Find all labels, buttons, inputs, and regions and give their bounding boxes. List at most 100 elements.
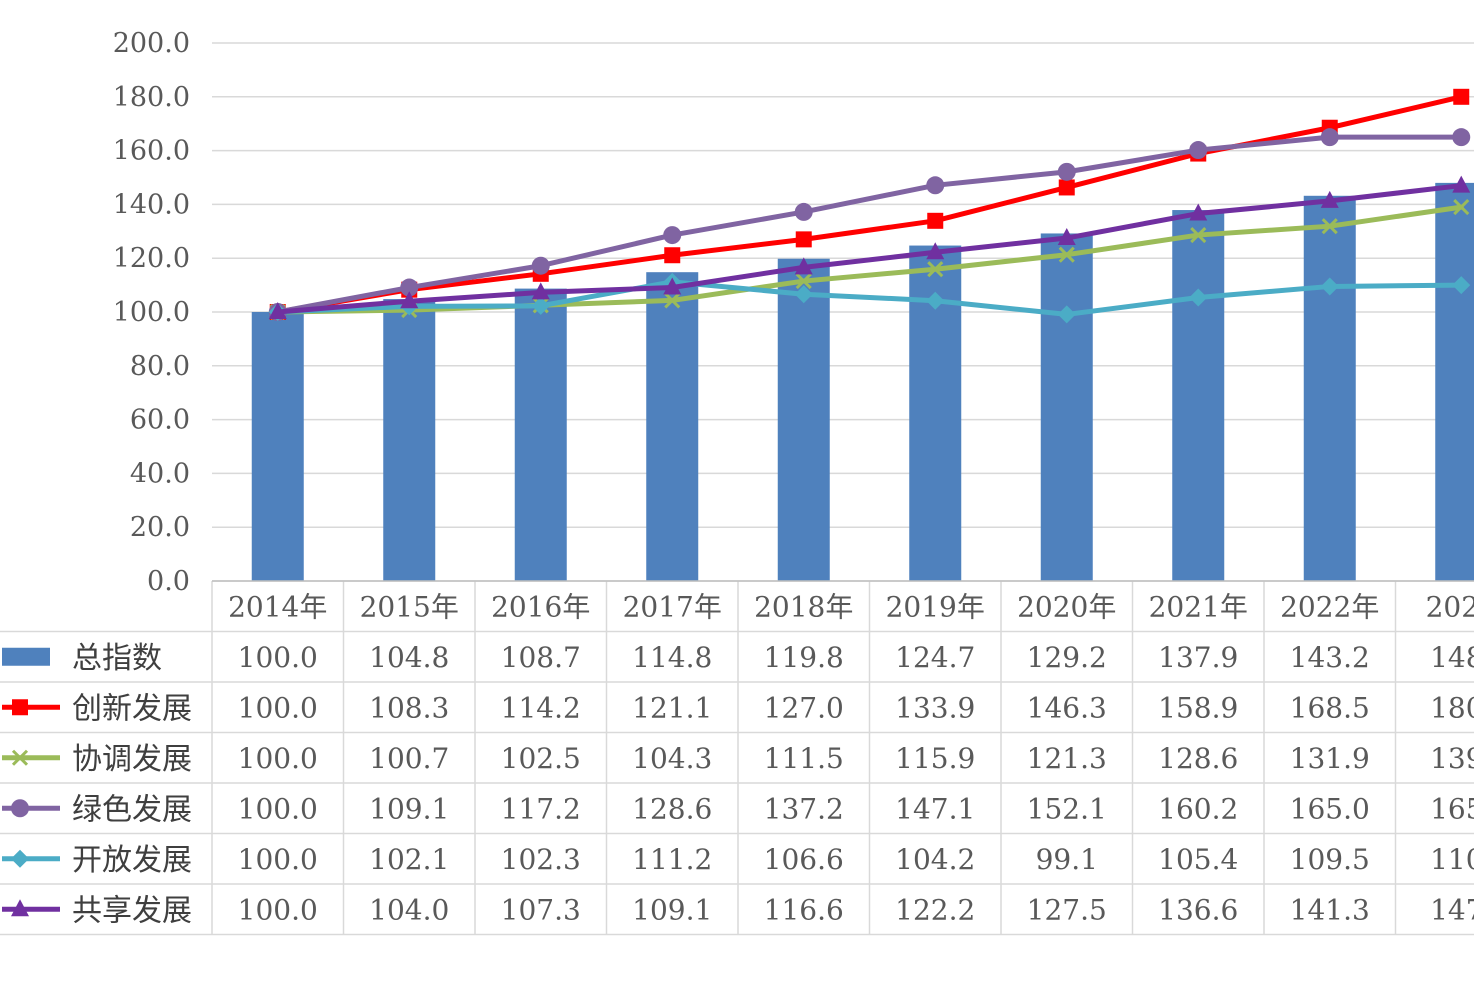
x-category-label: 2018年 — [754, 590, 853, 623]
table-cell-value: 100.0 — [238, 893, 318, 926]
legend-key-marker — [11, 749, 29, 766]
line-series-1 — [275, 94, 1464, 315]
bar-zongzhishu-1 — [383, 299, 436, 581]
marker-series-5-3 — [663, 277, 682, 295]
marker-series-1-9 — [1453, 88, 1470, 105]
table-cell-value: 117.2 — [501, 792, 581, 825]
y-tick-label: 0.0 — [147, 566, 190, 597]
marker-series-5-4 — [794, 257, 813, 275]
marker-series-3-6 — [1057, 162, 1076, 181]
table-cell-value: 104.3 — [632, 742, 712, 775]
table-cell-value: 109.1 — [632, 893, 712, 926]
y-tick-label: 200.0 — [113, 28, 190, 59]
table-cell-value: 141.3 — [1290, 893, 1370, 926]
legend-key-marker — [11, 849, 29, 868]
marker-series-4-9 — [1452, 276, 1471, 295]
data-table: 2014年 2015年 2016年 2017年 2018年 2019年 2020年 2021年… — [0, 580, 1474, 936]
table-cell-value: 137.2 — [764, 792, 844, 825]
x-category-label: 2022年 — [1280, 590, 1379, 623]
table-cell-value: 136.6 — [1158, 893, 1238, 926]
line-series-4 — [275, 279, 1464, 317]
table-cell-value: 128.6 — [1158, 742, 1238, 775]
table-cell-value: 100.0 — [238, 843, 318, 876]
table-cell-value: 108.7 — [501, 641, 581, 674]
table-cell-value: 100.7 — [369, 742, 449, 775]
table-cell-value: 109.5 — [1290, 843, 1370, 876]
series-name-label: 开放发展 — [72, 843, 192, 878]
table-cell-value: 99.1 — [1036, 843, 1098, 876]
legend-key-marker — [11, 899, 29, 917]
x-category-label: 2023 — [1426, 590, 1474, 623]
table-cell-value: 128.6 — [632, 792, 712, 825]
marker-series-5-6 — [1057, 228, 1076, 246]
table-cell-value: 121.3 — [1027, 742, 1107, 775]
x-category-label: 2016年 — [491, 590, 590, 623]
table-cell-value: 115.9 — [895, 742, 975, 775]
table-cell-value: 100.0 — [238, 691, 318, 724]
table-cell-value: 152.1 — [1027, 792, 1107, 825]
table-cell-value: 165. — [1430, 792, 1474, 825]
table-cell-value: 107.3 — [501, 893, 581, 926]
marker-series-1-5 — [927, 212, 944, 229]
marker-series-2-5 — [927, 261, 944, 278]
marker-series-3-5 — [926, 176, 945, 195]
table-cell-value: 104.8 — [369, 641, 449, 674]
marker-series-3-8 — [1320, 128, 1339, 147]
table-cell-value: 129.2 — [1027, 641, 1107, 674]
marker-series-3-4 — [794, 202, 813, 221]
marker-series-2-7 — [1190, 227, 1207, 244]
marker-series-2-6 — [1058, 246, 1075, 263]
line-series-3 — [275, 134, 1464, 315]
marker-series-2-4 — [795, 273, 812, 290]
marker-series-5-8 — [1320, 190, 1339, 208]
marker-series-1-6 — [1058, 179, 1075, 196]
table-cell-value: 102.1 — [369, 843, 449, 876]
table-cell-value: 106.6 — [764, 843, 844, 876]
marker-series-5-5 — [926, 242, 945, 260]
table-cell-value: 165.0 — [1290, 792, 1370, 825]
table-cell-value: 111.5 — [764, 742, 844, 775]
y-tick-label: 60.0 — [130, 405, 190, 436]
bar-zongzhishu-8 — [1303, 195, 1356, 582]
table-cell-value: 147. — [1430, 893, 1474, 926]
marker-series-4-7 — [1189, 288, 1208, 307]
bar-zongzhishu-3 — [646, 272, 699, 581]
series-name-label: 总指数 — [72, 641, 162, 676]
marker-series-4-2 — [531, 296, 550, 315]
bar-series — [251, 182, 1474, 582]
legend-key-marker — [11, 799, 29, 818]
y-tick-label: 120.0 — [113, 243, 190, 274]
table-cell-value: 147.1 — [895, 792, 975, 825]
table-cell-value: 127.5 — [1027, 893, 1107, 926]
y-tick-label: 140.0 — [113, 189, 190, 220]
table-cell-value: 160.2 — [1158, 792, 1238, 825]
table-cell-value: 114.2 — [501, 691, 581, 724]
marker-series-4-6 — [1057, 305, 1076, 324]
table-cell-value: 121.1 — [632, 691, 712, 724]
marker-series-3-1 — [400, 278, 419, 297]
x-category-label: 2019年 — [886, 590, 985, 623]
line-series — [268, 88, 1471, 324]
marker-series-5-2 — [531, 282, 550, 300]
marker-series-5-0 — [268, 302, 287, 319]
marker-series-2-3 — [664, 292, 681, 309]
y-tick-label: 20.0 — [130, 512, 190, 543]
table-cell-value: 102.3 — [501, 843, 581, 876]
line-series-5 — [275, 183, 1464, 315]
marker-series-2-8 — [1321, 218, 1338, 235]
marker-series-1-3 — [664, 247, 681, 264]
table-cell-value: 168.5 — [1290, 691, 1370, 724]
x-category-label: 2020年 — [1017, 590, 1116, 623]
table-cell-value: 158.9 — [1158, 691, 1238, 724]
table-cell-value: 148. — [1430, 641, 1474, 674]
marker-series-5-7 — [1189, 203, 1208, 221]
bar-zongzhishu-9 — [1435, 182, 1474, 581]
table-cell-value: 100.0 — [238, 641, 318, 674]
y-tick-label: 100.0 — [113, 297, 190, 328]
marker-series-3-2 — [531, 256, 550, 275]
y-tick-label: 160.0 — [113, 136, 190, 167]
marker-series-5-9 — [1452, 175, 1471, 193]
bar-zongzhishu-0 — [251, 312, 304, 581]
y-tick-label: 80.0 — [130, 351, 190, 382]
